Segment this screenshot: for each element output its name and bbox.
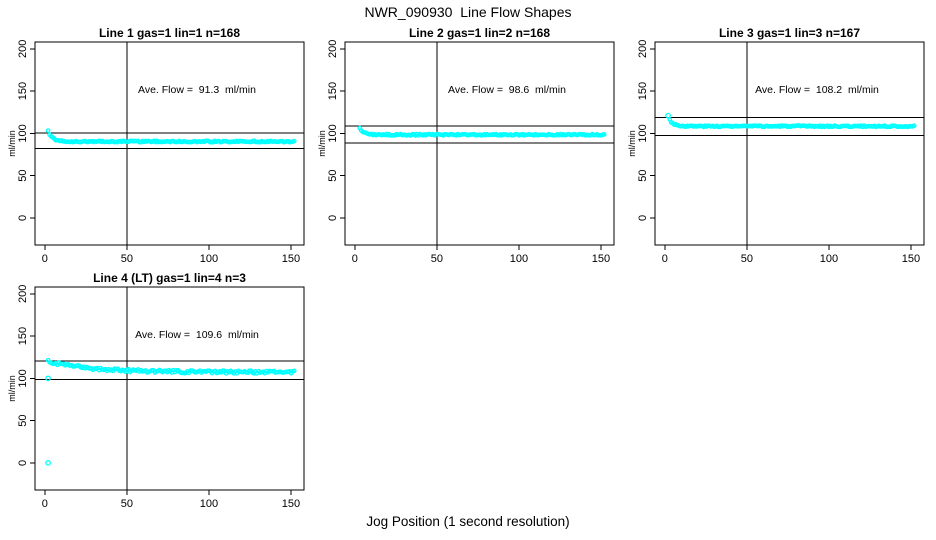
reference-lines — [655, 42, 924, 245]
y-axis-title: ml/min — [7, 130, 17, 157]
y-tick-label: 150 — [17, 327, 29, 345]
x-tick-label: 150 — [592, 253, 610, 265]
x-tick-label: 100 — [200, 253, 218, 265]
x-axis-label: Jog Position (1 second resolution) — [366, 514, 570, 529]
y-tick-label: 200 — [327, 40, 339, 58]
y-tick-label: 100 — [17, 124, 29, 142]
x-tick-label: 50 — [431, 253, 443, 265]
y-tick-label: 100 — [637, 124, 649, 142]
x-tick-label: 50 — [121, 253, 133, 265]
plot-box — [344, 41, 615, 246]
y-tick-label: 100 — [327, 124, 339, 142]
figure-title: NWR_090930 Line Flow Shapes — [364, 4, 572, 20]
plot-box — [654, 41, 925, 246]
y-axis: 0 50 100 150 200 — [17, 285, 35, 466]
panel-line-4: Line 4 (LT) gas=1 lin=4 n=3 0 50 100 150 0 50… — [2, 271, 310, 515]
y-tick-label: 50 — [637, 169, 649, 181]
data-points — [45, 128, 297, 145]
y-axis-title: ml/min — [317, 130, 327, 157]
y-axis: 0 50 100 150 200 — [17, 40, 35, 221]
y-tick-label: 200 — [17, 285, 29, 303]
y-tick-label: 0 — [17, 460, 29, 466]
data-points — [45, 357, 297, 466]
data-points — [357, 125, 607, 138]
y-tick-label: 100 — [17, 369, 29, 387]
x-tick-label: 50 — [121, 498, 133, 510]
x-tick-label: 100 — [200, 498, 218, 510]
y-tick-label: 200 — [637, 40, 649, 58]
data-points — [665, 112, 917, 130]
panel-title: Line 1 gas=1 lin=1 n=168 — [98, 26, 241, 40]
ave-flow-annotation: Ave. Flow = 98.6 ml/min — [448, 84, 566, 96]
x-tick-label: 50 — [741, 253, 753, 265]
x-tick-label: 0 — [662, 253, 668, 265]
panel-4-plot: 0 50 100 150 0 50 100 150 200 ml/min — [7, 285, 305, 510]
x-tick-label: 150 — [282, 498, 300, 510]
panel-title: Line 4 (LT) gas=1 lin=4 n=3 — [93, 271, 246, 285]
x-axis: 0 50 100 150 — [42, 245, 300, 265]
x-tick-label: 0 — [352, 253, 358, 265]
x-axis: 0 50 100 150 — [352, 245, 610, 265]
panel-2-plot: 0 50 100 150 0 50 100 150 200 ml/min — [317, 40, 615, 265]
plot-box — [34, 286, 305, 491]
panel-3-plot: 0 50 100 150 0 50 100 150 200 ml/min — [627, 40, 925, 265]
y-axis-title: ml/min — [7, 375, 17, 402]
y-tick-label: 50 — [327, 169, 339, 181]
panel-line-3: Line 3 gas=1 lin=3 n=167 0 50 100 150 0 50 100… — [622, 26, 930, 270]
panel-title: Line 3 gas=1 lin=3 n=167 — [718, 26, 861, 40]
y-tick-label: 150 — [637, 82, 649, 100]
y-tick-label: 200 — [17, 40, 29, 58]
y-tick-label: 0 — [17, 215, 29, 221]
y-axis: 0 50 100 150 200 — [637, 40, 655, 221]
x-tick-label: 150 — [902, 253, 920, 265]
ave-flow-annotation: Ave. Flow = 109.6 ml/min — [135, 329, 259, 341]
ave-flow-annotation: Ave. Flow = 108.2 ml/min — [755, 84, 879, 96]
panel-title: Line 2 gas=1 lin=2 n=168 — [408, 26, 551, 40]
reference-lines — [345, 42, 614, 245]
x-axis: 0 50 100 150 — [42, 490, 300, 510]
y-tick-label: 150 — [17, 82, 29, 100]
x-tick-label: 0 — [42, 498, 48, 510]
x-tick-label: 0 — [42, 253, 48, 265]
x-tick-label: 100 — [820, 253, 838, 265]
y-tick-label: 50 — [17, 414, 29, 426]
panel-line-1: Line 1 gas=1 lin=1 n=168 0 50 100 150 0 50 100… — [2, 26, 310, 270]
y-tick-label: 50 — [17, 169, 29, 181]
reference-lines — [35, 287, 304, 490]
plot-box — [34, 41, 305, 246]
panel-line-2: Line 2 gas=1 lin=2 n=168 0 50 100 150 0 50 100… — [312, 26, 620, 270]
y-tick-label: 0 — [327, 215, 339, 221]
y-tick-label: 0 — [637, 215, 649, 221]
x-tick-label: 150 — [282, 253, 300, 265]
y-tick-label: 150 — [327, 82, 339, 100]
x-tick-label: 100 — [510, 253, 528, 265]
x-axis: 0 50 100 150 — [662, 245, 920, 265]
y-axis: 0 50 100 150 200 — [327, 40, 345, 221]
y-axis-title: ml/min — [627, 130, 637, 157]
panel-1-plot: 0 50 100 150 0 50 100 150 200 ml/min — [7, 40, 305, 265]
ave-flow-annotation: Ave. Flow = 91.3 ml/min — [138, 84, 256, 96]
